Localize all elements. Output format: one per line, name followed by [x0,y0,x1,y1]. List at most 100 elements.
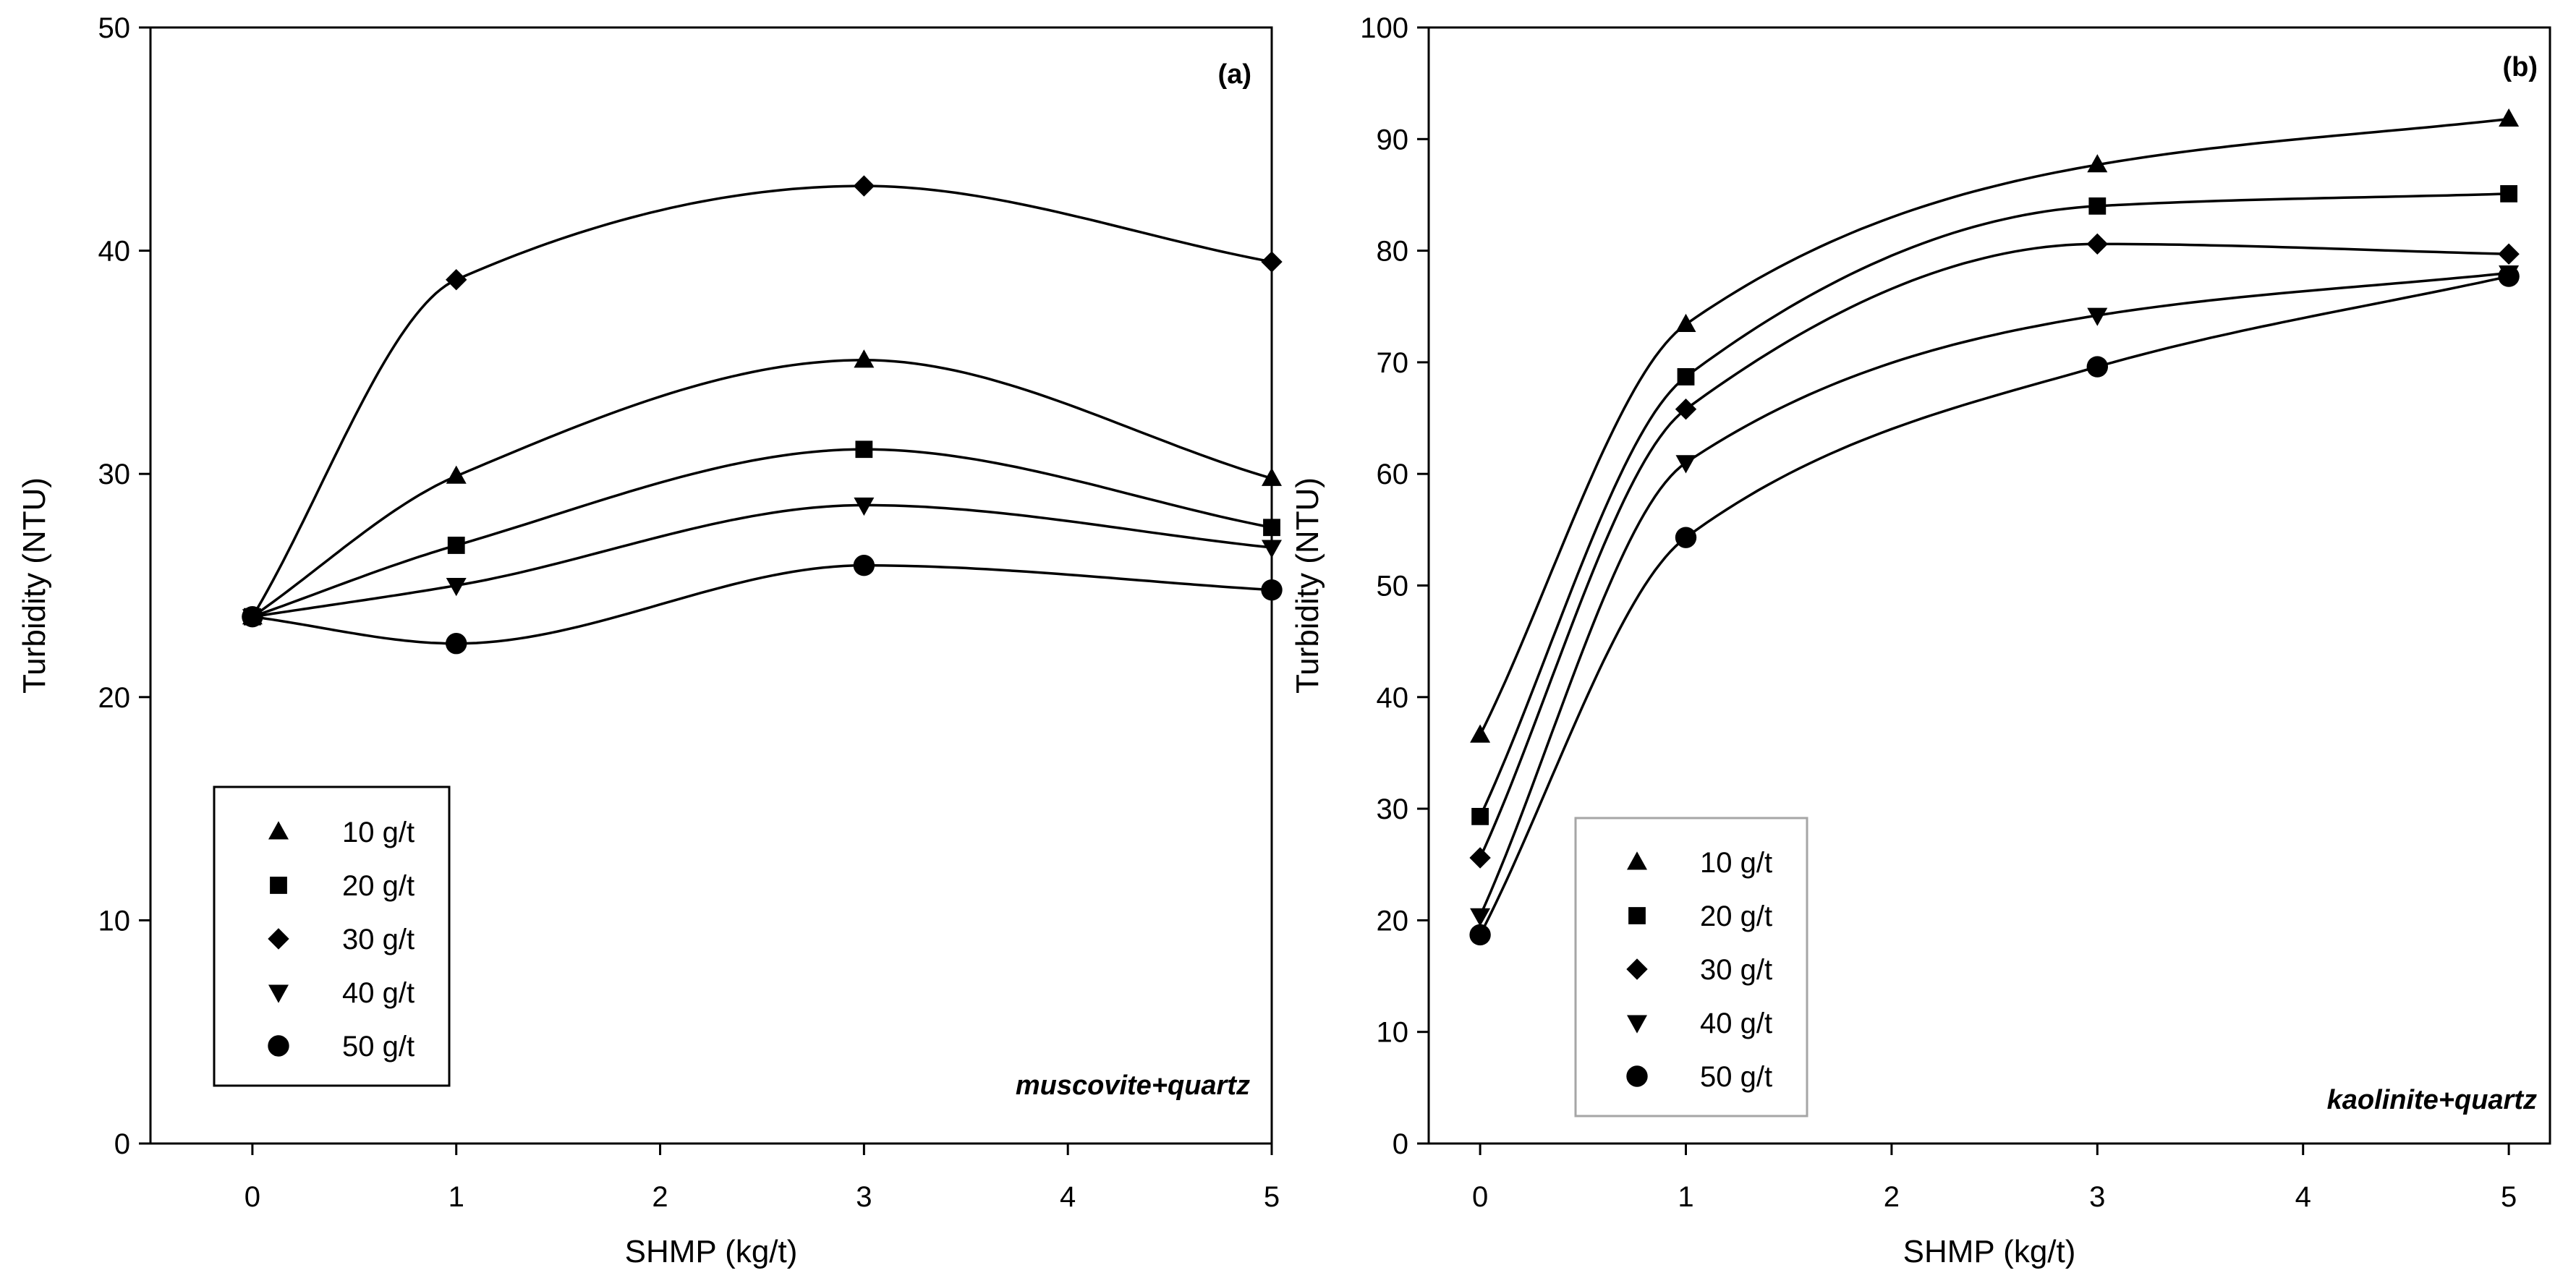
x-axis-title: SHMP (kg/t) [1903,1234,2076,1269]
legend-marker-triangle-up [268,821,289,840]
x-tick-label: 2 [1884,1181,1900,1213]
y-tick-label: 10 [98,905,131,937]
data-point-triangle-up [446,465,467,484]
data-point-circle [2498,265,2520,287]
y-tick-label: 50 [1377,571,1409,602]
y-tick-label: 20 [98,682,131,714]
legend-entry-label: 40 g/t [342,977,415,1009]
data-point-triangle-down [446,578,467,597]
legend-marker-triangle-up [1627,851,1647,870]
y-tick-label: 20 [1377,905,1409,937]
y-tick-label: 90 [1377,124,1409,156]
x-tick-label: 3 [856,1181,872,1213]
x-tick-label: 5 [1264,1181,1280,1213]
x-axis-title: SHMP (kg/t) [625,1234,798,1269]
data-point-square [1263,519,1280,537]
y-tick-label: 30 [1377,793,1409,825]
data-point-triangle-up [854,349,875,368]
series-20gt [1471,185,2518,825]
y-tick-label: 10 [1377,1017,1409,1049]
x-tick-label: 0 [1472,1181,1488,1213]
legend-entry-label: 20 g/t [1700,900,1772,932]
legend-marker-diamond [1626,958,1648,980]
x-tick-label: 1 [449,1181,464,1213]
data-point-triangle-up [2499,108,2520,127]
legend-marker-square [1628,907,1646,924]
data-point-triangle-up [1470,724,1491,743]
series-50gt [1469,265,2520,946]
data-point-square [1677,368,1695,386]
series-line [252,448,1272,618]
data-point-triangle-down [1262,540,1282,558]
data-point-square [2500,185,2518,203]
x-tick-label: 4 [2295,1181,2311,1213]
y-tick-label: 60 [1377,459,1409,490]
data-point-circle [1261,579,1283,601]
series-20gt [244,440,1280,626]
series-line [1479,117,2509,736]
data-point-square [447,537,465,554]
series-line [252,503,1272,618]
x-tick-label: 1 [1678,1181,1693,1213]
y-tick-label: 40 [98,236,131,268]
data-point-triangle-down [854,497,875,516]
series-line [1479,275,2509,936]
y-axis-title: Turbidity (NTU) [17,477,52,694]
panel-label: (a) [1218,59,1251,90]
series-line [1479,271,2509,916]
series-10gt [1470,108,2520,743]
legend-box [213,785,451,1087]
data-point-diamond [2086,233,2109,255]
series-10gt [242,349,1282,625]
series-40gt [242,497,1282,628]
legend-entry-label: 30 g/t [1700,954,1772,986]
series-line [252,563,1272,645]
data-point-circle [1675,527,1697,548]
legend-marker-circle [1626,1065,1648,1087]
legend-marker-triangle-down [268,984,289,1003]
series-50gt [242,555,1283,655]
data-point-diamond [2498,243,2520,265]
legend-marker-triangle-down [1627,1015,1647,1034]
y-tick-label: 100 [1360,12,1408,44]
series-line [1479,192,2509,817]
data-point-square [855,440,873,459]
x-tick-label: 5 [2501,1181,2517,1213]
legend-entry-label: 30 g/t [342,924,415,955]
legend: 10 g/t 20 g/t 30 g/t 40 g/t 50 g/t [213,785,451,1087]
legend-box [1574,817,1808,1117]
x-tick-label: 0 [245,1181,260,1213]
y-tick-label: 0 [1393,1128,1408,1160]
data-point-triangle-up [1675,313,1696,332]
legend: 10 g/t 20 g/t 30 g/t 40 g/t 50 g/t [1574,817,1808,1117]
series-line [251,359,1272,618]
sample-annotation: kaolinite+quartz [2327,1085,2537,1115]
legend-marker-diamond [268,928,289,950]
data-point-circle [2086,356,2109,378]
data-point-square [2088,197,2107,215]
panel-label: (b) [2502,52,2538,82]
data-point-square [1471,808,1489,825]
y-tick-label: 70 [1377,347,1409,379]
data-point-diamond [1261,251,1283,273]
y-tick-label: 50 [98,12,131,44]
data-point-triangle-down [1675,455,1696,474]
y-tick-label: 30 [98,459,131,490]
x-tick-label: 3 [2089,1181,2105,1213]
data-point-diamond [1469,847,1491,869]
y-tick-label: 0 [114,1128,130,1160]
data-point-circle [1469,924,1491,946]
data-point-diamond [446,269,467,291]
data-point-diamond [853,175,875,197]
data-point-triangle-up [1262,467,1282,486]
data-point-triangle-down [1470,908,1491,927]
series-line [1479,242,2509,859]
x-tick-label: 2 [652,1181,668,1213]
y-axis-title: Turbidity (NTU) [1290,477,1325,694]
x-tick-label: 4 [1060,1181,1076,1213]
legend-entry-label: 10 g/t [342,817,415,848]
y-tick-label: 40 [1377,682,1409,714]
